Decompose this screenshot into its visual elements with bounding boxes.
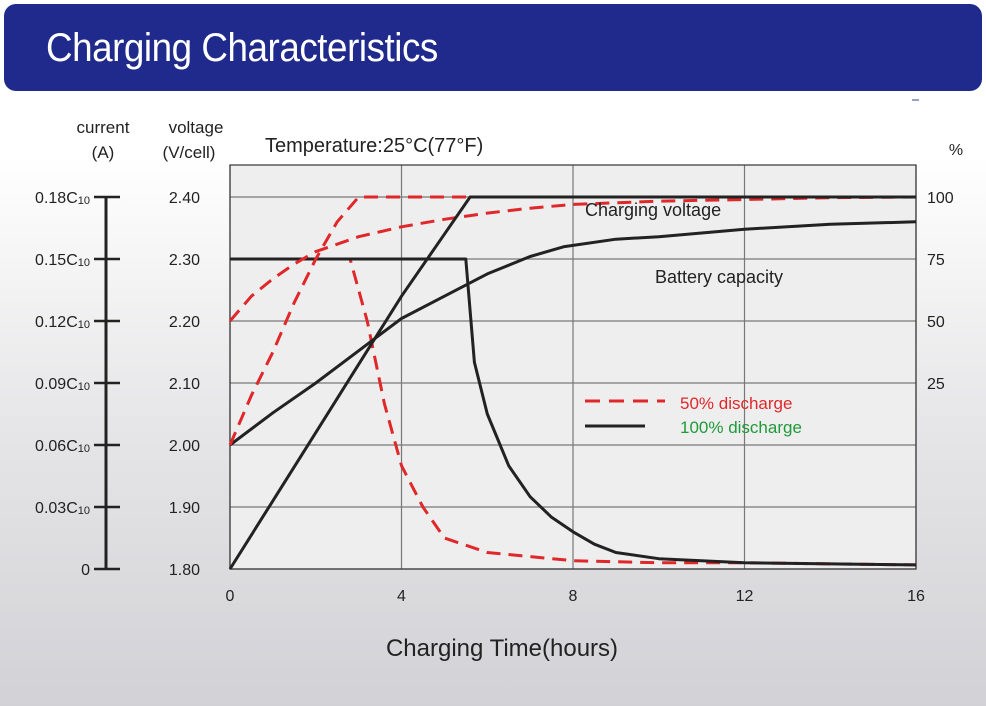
- voltage-axis-ticks: 2.40 2.30 2.20 2.10 2.00 1.90 1.80: [169, 190, 200, 579]
- annotation-charging-voltage: Charging voltage: [585, 200, 721, 220]
- capacity-tick-label-0: 100: [927, 190, 954, 207]
- x-tick-label-0: 0: [226, 588, 235, 605]
- capacity-axis-label: %: [949, 142, 963, 159]
- current-tick-label-0: 0.18C10: [35, 190, 90, 207]
- x-tick-label-4: 16: [907, 588, 925, 605]
- x-tick-label-2: 8: [569, 588, 578, 605]
- x-tick-label-3: 12: [736, 588, 754, 605]
- voltage-axis-label-line1: voltage: [169, 118, 224, 137]
- current-tick-label-3: 0.09C10: [35, 376, 90, 393]
- capacity-tick-label-2: 50: [927, 314, 945, 331]
- capacity-tick-label-1: 75: [927, 252, 945, 269]
- current-tick-label-4: 0.06C10: [35, 438, 90, 455]
- voltage-tick-label-5: 1.90: [169, 500, 200, 517]
- voltage-tick-label-1: 2.30: [169, 252, 200, 269]
- voltage-tick-label-2: 2.20: [169, 314, 200, 331]
- current-axis-label-line1: current: [77, 118, 130, 137]
- legend-label-100-discharge: 100% discharge: [680, 418, 802, 437]
- page-title: Charging Characteristics: [46, 26, 438, 70]
- current-axis-ticks: 0.18C10 0.15C10 0.12C10 0.09C10 0.06C10 0.03C…: [35, 190, 120, 579]
- series-line-battery-capacity-50-discharge: [228, 195, 917, 322]
- plot-border: [229, 164, 917, 570]
- header-banner: Charging Characteristics: [4, 4, 982, 91]
- capacity-tick-label-3: 25: [927, 376, 945, 393]
- legend: 50% discharge 100% discharge: [585, 394, 802, 437]
- current-tick-label-6: 0: [81, 562, 90, 579]
- current-axis-label-line2: (A): [92, 143, 115, 162]
- annotation-battery-capacity: Battery capacity: [655, 267, 783, 287]
- chart-title: Temperature:25°C(77°F): [265, 135, 483, 157]
- decor-dot: [912, 99, 919, 101]
- current-tick-label-2: 0.12C10: [35, 314, 90, 331]
- x-axis-ticks: 0 4 8 12 16: [226, 588, 925, 605]
- series-line-charging-current-50-discharge: [230, 257, 917, 567]
- legend-label-50-discharge: 50% discharge: [680, 394, 792, 413]
- x-tick-label-1: 4: [397, 588, 406, 605]
- current-tick-label-5: 0.03C10: [35, 500, 90, 517]
- current-tick-label-1: 0.15C10: [35, 252, 90, 269]
- capacity-axis-ticks: 100 75 50 25: [927, 190, 954, 393]
- series-line-charging-current-100-discharge: [230, 257, 917, 567]
- series-line-charging-voltage-50-discharge: [228, 195, 916, 446]
- voltage-tick-label-3: 2.10: [169, 376, 200, 393]
- x-axis-label: Charging Time(hours): [386, 635, 618, 662]
- voltage-tick-label-4: 2.00: [169, 438, 200, 455]
- series-line-battery-capacity-100-discharge: [229, 220, 917, 447]
- series-line-charging-voltage-100-discharge: [228, 195, 916, 570]
- voltage-axis-label-line2: (V/cell): [163, 143, 216, 162]
- voltage-tick-label-6: 1.80: [169, 562, 200, 579]
- voltage-tick-label-0: 2.40: [169, 190, 200, 207]
- series-layer: [228, 195, 917, 570]
